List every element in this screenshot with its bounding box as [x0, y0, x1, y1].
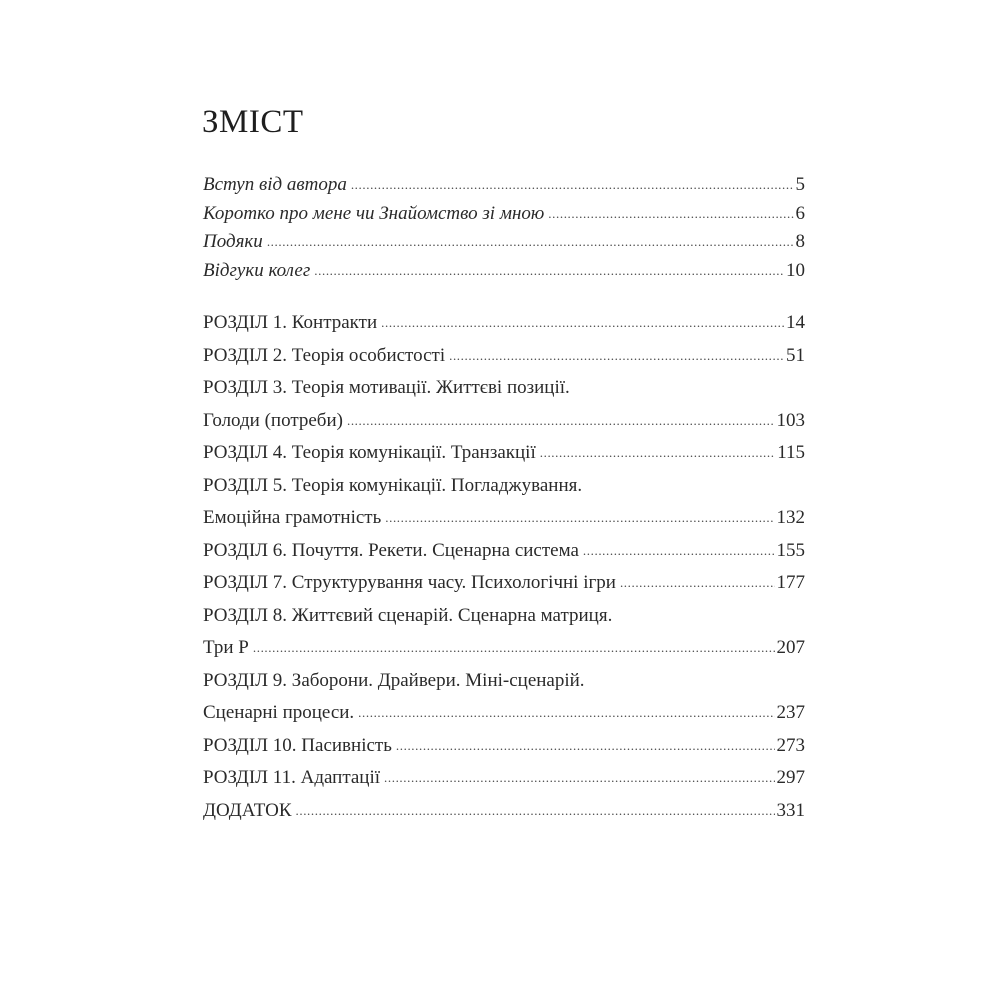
dot-leader: ........................................…	[358, 705, 774, 720]
toc-entry-title: Подяки	[203, 231, 263, 252]
dot-leader: ........................................…	[619, 575, 775, 590]
toc-entry-title: РОЗДІЛ 2. Теорія особистості	[203, 344, 446, 366]
toc-entry[interactable]: ДОДАТОК.................................…	[203, 795, 805, 828]
dot-leader: ........................................…	[449, 347, 784, 363]
toc-entry[interactable]: Голоди (потреби)........................…	[203, 405, 805, 438]
toc-entry-title: Вступ від автора	[203, 174, 347, 195]
dot-leader: ........................................…	[384, 770, 775, 785]
toc-entry-title: РОЗДІЛ 8. Життєвий сценарій. Сценарна ма…	[203, 604, 613, 626]
toc-entry[interactable]: РОЗДІЛ 10. Пасивність...................…	[203, 730, 805, 763]
toc-entry-title: РОЗДІЛ 7. Структурування часу. Психологі…	[203, 572, 616, 593]
toc-page-number: 237	[776, 702, 806, 723]
toc-entry-title: РОЗДІЛ 10. Пасивність	[203, 734, 392, 756]
toc-entry[interactable]: Три Р...................................…	[203, 632, 805, 665]
toc-entry[interactable]: Відгуки колег...........................…	[203, 257, 805, 286]
toc-entry[interactable]: Подяки..................................…	[203, 228, 805, 257]
toc-entry-title: РОЗДІЛ 11. Адаптації	[203, 767, 381, 788]
dot-leader: ........................................…	[346, 412, 775, 428]
dot-leader: ........................................…	[395, 737, 775, 753]
dot-leader: ........................................…	[548, 205, 793, 221]
toc-entry[interactable]: РОЗДІЛ 6. Почуття. Рекети. Сценарна сист…	[203, 535, 805, 568]
toc-entry-title: Голоди (потреби)	[203, 409, 343, 431]
toc-entry[interactable]: РОЗДІЛ 7. Структурування часу. Психологі…	[203, 567, 805, 600]
dot-leader: ........................................…	[381, 315, 784, 330]
page-title: ЗМІСТ	[202, 104, 304, 140]
dot-leader: ........................................…	[385, 510, 775, 525]
toc-entry[interactable]: РОЗДІЛ 9. Заборони. Драйвери. Міні-сцена…	[203, 665, 805, 698]
toc-entry-title: ДОДАТОК	[203, 799, 292, 821]
dot-leader: ........................................…	[350, 177, 794, 192]
toc-entry[interactable]: РОЗДІЛ 11. Адаптації....................…	[203, 762, 805, 795]
toc-entry-title: Три Р	[203, 637, 249, 658]
dot-leader: ........................................…	[314, 262, 784, 278]
toc-page-number: 5	[795, 174, 806, 195]
toc-entry-title: Коротко про мене чи Знайомство зі мною	[203, 202, 545, 224]
toc-entry[interactable]: РОЗДІЛ 5. Теорія комунікації. Погладжува…	[203, 470, 805, 503]
toc-entry[interactable]: РОЗДІЛ 3. Теорія мотивації. Життєві пози…	[203, 372, 805, 405]
dot-leader: ........................................…	[252, 640, 775, 655]
toc-entry-title: РОЗДІЛ 6. Почуття. Рекети. Сценарна сист…	[203, 539, 579, 561]
toc-entry-title: РОЗДІЛ 1. Контракти	[203, 312, 378, 333]
toc-page-number: 177	[776, 572, 806, 593]
toc-chapters-section: РОЗДІЛ 1. Контракти.....................…	[203, 307, 805, 827]
toc-entry-title: Відгуки колег	[203, 259, 311, 281]
toc-entry[interactable]: Коротко про мене чи Знайомство зі мною..…	[203, 200, 805, 229]
toc-page-number: 273	[776, 734, 806, 756]
toc-entry-title: РОЗДІЛ 3. Теорія мотивації. Життєві пози…	[203, 377, 570, 398]
toc-page-number: 331	[776, 799, 806, 821]
toc-page-number: 132	[776, 507, 806, 528]
toc-page-number: 103	[776, 409, 806, 431]
toc-intro-section: Вступ від автора........................…	[203, 171, 805, 285]
toc-entry-title: Емоційна грамотність	[203, 507, 382, 528]
dot-leader: ........................................…	[295, 802, 775, 818]
toc-page-number: 8	[795, 231, 806, 252]
toc-page-number: 297	[776, 767, 806, 788]
toc-entry[interactable]: Вступ від автора........................…	[203, 171, 805, 200]
toc-page-number: 155	[776, 539, 806, 561]
toc-page-number: 6	[795, 202, 806, 224]
toc-entry[interactable]: Емоційна грамотність....................…	[203, 502, 805, 535]
toc-entry-title: РОЗДІЛ 5. Теорія комунікації. Погладжува…	[203, 474, 583, 496]
toc-page-number: 14	[786, 312, 805, 333]
toc-entry[interactable]: РОЗДІЛ 4. Теорія комунікації. Транзакції…	[203, 437, 805, 470]
toc-entry[interactable]: РОЗДІЛ 8. Життєвий сценарій. Сценарна ма…	[203, 600, 805, 633]
toc-page-number: 10	[786, 259, 805, 281]
toc-entry[interactable]: РОЗДІЛ 2. Теорія особистості............…	[203, 340, 805, 373]
toc-entry-title: РОЗДІЛ 9. Заборони. Драйвери. Міні-сцена…	[203, 669, 585, 691]
toc-entry[interactable]: Сценарні процеси........................…	[203, 697, 805, 730]
dot-leader: ........................................…	[582, 542, 775, 558]
toc-entry[interactable]: РОЗДІЛ 1. Контракти.....................…	[203, 307, 805, 340]
toc-page-number: 207	[776, 637, 806, 658]
toc-page-number: 51	[786, 344, 805, 366]
toc-page-number: 115	[777, 442, 805, 463]
dot-leader: ........................................…	[266, 234, 794, 249]
dot-leader: ........................................…	[539, 445, 775, 460]
toc-entry-title: Сценарні процеси.	[203, 702, 355, 723]
toc-entry-title: РОЗДІЛ 4. Теорія комунікації. Транзакції	[203, 442, 536, 463]
